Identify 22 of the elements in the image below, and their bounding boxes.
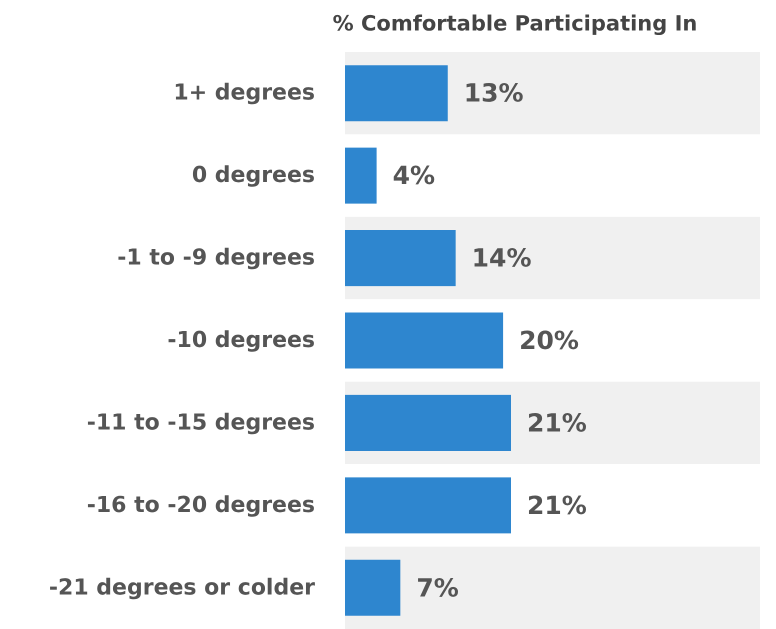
bar [345,477,511,534]
y-tick-label: -11 to -15 degrees [86,410,315,436]
data-label: 14% [472,244,532,273]
y-tick-label: -1 to -9 degrees [117,246,315,271]
data-label: 21% [527,408,587,438]
y-tick-label: 1+ degrees [173,80,315,106]
bar [345,312,504,369]
bar [345,230,456,286]
data-label: 20% [519,326,579,355]
bar [345,65,448,122]
y-tick-label: -10 degrees [167,328,315,353]
bar [345,148,377,204]
y-tick-label: -16 to -20 degrees [86,492,315,518]
data-label: 4% [392,161,436,190]
bar [345,394,511,451]
y-tick-label: -21 degrees or colder [48,575,316,600]
y-tick-label: 0 degrees [192,163,315,188]
bar [345,560,400,616]
chart-title: % Comfortable Participating In [332,12,698,36]
data-label: 21% [527,490,587,520]
data-label: 13% [464,78,524,108]
data-label: 7% [416,573,459,602]
